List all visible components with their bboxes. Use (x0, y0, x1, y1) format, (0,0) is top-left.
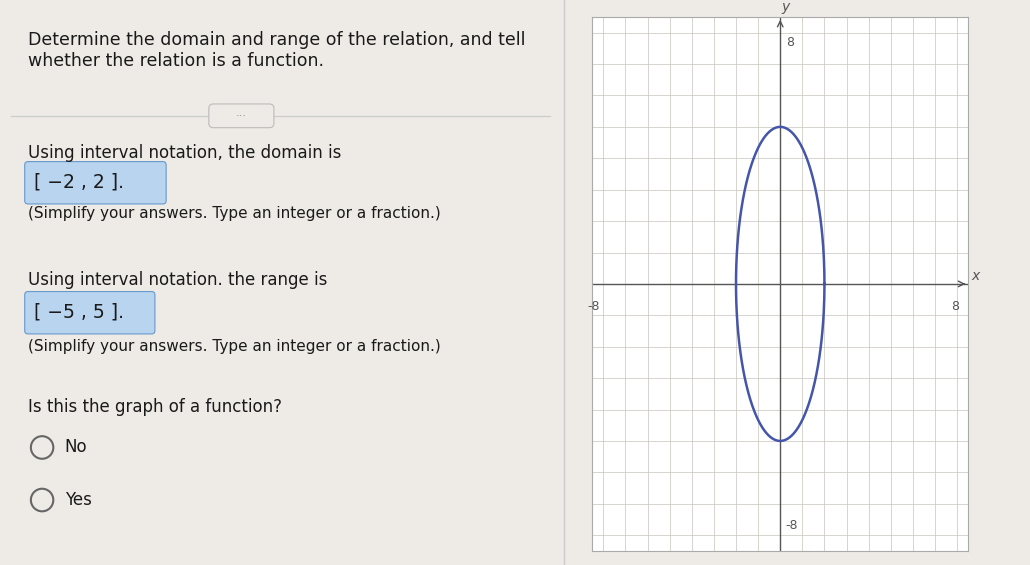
Text: 8: 8 (951, 299, 959, 312)
FancyBboxPatch shape (209, 104, 274, 128)
Text: x: x (971, 269, 980, 283)
Text: [ −5 , 5 ].: [ −5 , 5 ]. (34, 303, 124, 322)
Text: 8: 8 (786, 36, 794, 49)
Text: [ −2 , 2 ].: [ −2 , 2 ]. (34, 173, 124, 192)
Text: (Simplify your answers. Type an integer or a fraction.): (Simplify your answers. Type an integer … (28, 206, 441, 221)
FancyBboxPatch shape (25, 162, 166, 204)
FancyBboxPatch shape (25, 292, 154, 334)
Text: -8: -8 (587, 299, 600, 312)
Text: y: y (782, 0, 790, 14)
Text: ···: ··· (236, 111, 247, 121)
Text: Determine the domain and range of the relation, and tell
whether the relation is: Determine the domain and range of the re… (28, 31, 525, 70)
Text: Using interval notation. the range is: Using interval notation. the range is (28, 271, 328, 289)
Text: Yes: Yes (65, 491, 92, 509)
Text: (Simplify your answers. Type an integer or a fraction.): (Simplify your answers. Type an integer … (28, 339, 441, 354)
Text: Using interval notation, the domain is: Using interval notation, the domain is (28, 144, 341, 162)
Text: No: No (65, 438, 88, 457)
Text: -8: -8 (786, 519, 798, 532)
Text: Is this the graph of a function?: Is this the graph of a function? (28, 398, 282, 416)
